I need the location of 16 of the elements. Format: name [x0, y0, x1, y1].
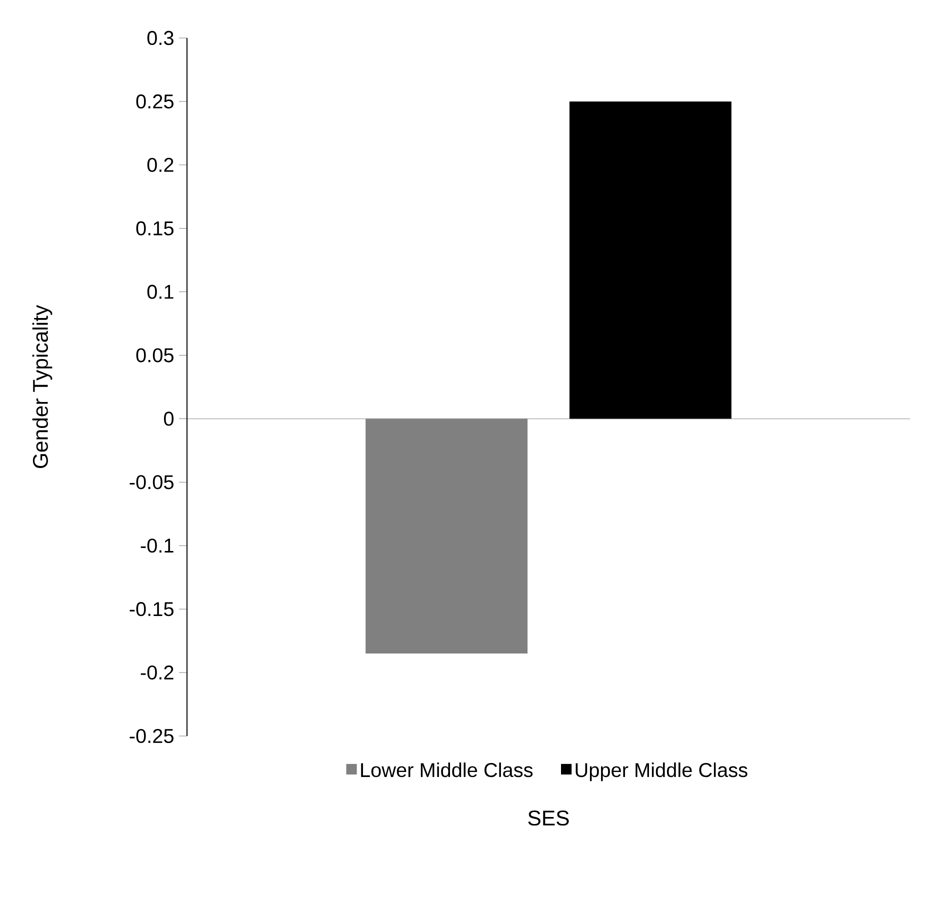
y-tick-label: -0.2 [140, 665, 174, 680]
y-tick-label: -0.05 [130, 475, 174, 490]
y-tick-label: 0.25 [136, 94, 174, 108]
y-tick-label: 0.15 [136, 221, 174, 236]
legend-label: Lower Middle Class [361, 762, 533, 778]
y-axis-title: Gender Typicality [32, 304, 52, 468]
y-tick-label: 0.1 [147, 284, 174, 299]
y-tick-label: -0.1 [140, 538, 174, 553]
x-axis-title: SES [528, 810, 569, 826]
y-tick-label: 0.2 [147, 158, 174, 172]
y-tick-label: 0.3 [147, 30, 174, 46]
y-tick-label: 0 [164, 412, 174, 426]
y-tick-label: 0.05 [136, 348, 174, 362]
y-tick-label: -0.15 [130, 602, 174, 616]
legend-label: Upper Middle Class [576, 762, 748, 782]
y-tick-label: -0.25 [130, 728, 174, 744]
